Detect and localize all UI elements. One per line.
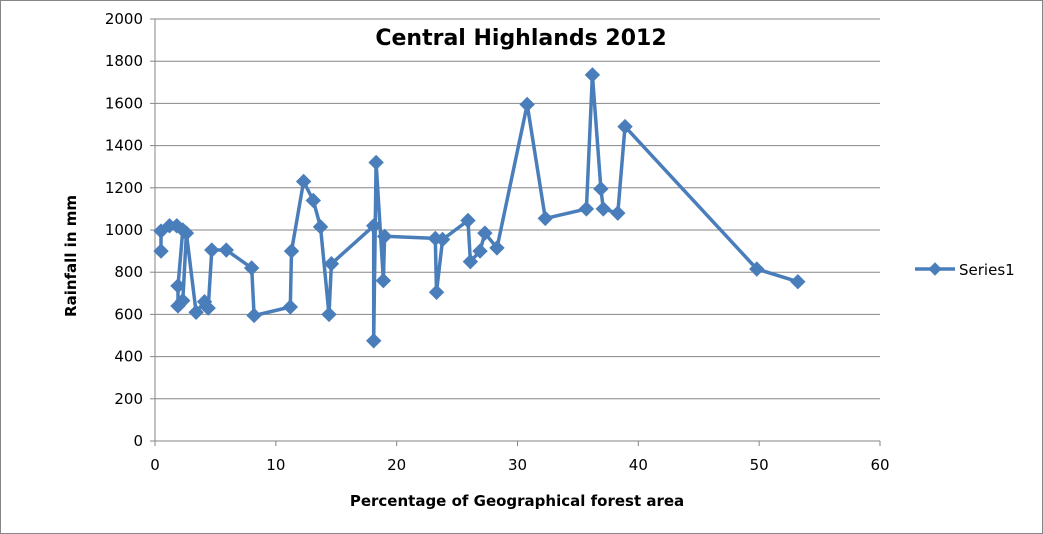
data-point: [204, 242, 220, 258]
x-tick-label: 50: [750, 456, 769, 474]
y-axis-title: Rainfall in mm: [62, 195, 80, 317]
data-point: [170, 278, 186, 294]
y-tick-label: 400: [114, 348, 143, 366]
data-point: [477, 225, 493, 241]
legend-marker: [928, 262, 942, 276]
data-point: [218, 242, 234, 258]
data-point: [282, 299, 299, 315]
data-point: [243, 260, 260, 276]
data-point: [178, 225, 195, 241]
x-tick-label: 10: [266, 456, 285, 474]
y-tick-label: 1600: [105, 94, 143, 112]
x-tick-label: 60: [870, 456, 889, 474]
data-point: [246, 307, 262, 324]
legend-label: Series1: [959, 261, 1015, 279]
data-point: [593, 181, 609, 197]
data-point: [537, 210, 553, 227]
data-point: [610, 205, 626, 221]
y-tick-label: 1200: [105, 179, 143, 197]
data-point: [462, 253, 479, 270]
data-point: [295, 173, 312, 190]
legend: Series1: [915, 261, 1015, 279]
data-point: [375, 272, 392, 289]
y-tick-label: 600: [114, 305, 143, 323]
x-axis-title: Percentage of Geographical forest area: [350, 492, 684, 510]
data-point: [460, 212, 476, 229]
x-tick-label: 0: [150, 456, 160, 474]
data-point: [366, 333, 382, 349]
x-tick-label: 40: [629, 456, 648, 474]
series-line: [159, 73, 799, 343]
data-point: [188, 304, 204, 320]
data-point: [283, 243, 300, 259]
gridlines: [155, 18, 880, 400]
data-point: [200, 300, 216, 316]
data-point: [376, 228, 393, 245]
series-layer: [153, 67, 806, 349]
y-tick-label: 1400: [105, 137, 143, 155]
data-point: [153, 243, 169, 259]
x-tick-label: 30: [508, 456, 527, 474]
y-tick-label: 800: [114, 263, 143, 281]
data-point: [617, 118, 633, 135]
axes: 0 200 400 600 800 1000 1200 1400 1600 1800 2000 0 10…: [105, 10, 890, 474]
data-point: [305, 192, 321, 209]
y-tick-label: 1000: [105, 221, 143, 239]
data-point: [175, 292, 191, 309]
data-point: [584, 67, 601, 83]
data-point: [434, 231, 451, 248]
data-point: [323, 256, 340, 272]
y-tick-label: 200: [114, 390, 143, 408]
data-point: [368, 154, 384, 171]
data-point: [366, 218, 382, 234]
data-point: [489, 240, 505, 256]
y-tick-label: 0: [133, 432, 143, 450]
data-point: [312, 219, 329, 235]
data-point: [595, 201, 611, 217]
x-tick-label: 20: [387, 456, 406, 474]
data-point: [472, 243, 488, 259]
chart-title: Central Highlands 2012: [375, 26, 666, 51]
data-point: [749, 261, 765, 277]
y-tick-label: 1800: [105, 52, 143, 70]
y-tick-label: 2000: [105, 10, 143, 28]
data-point: [428, 284, 445, 300]
data-point: [790, 273, 806, 290]
data-point: [519, 96, 535, 113]
data-point: [321, 306, 337, 323]
data-point: [578, 201, 595, 217]
